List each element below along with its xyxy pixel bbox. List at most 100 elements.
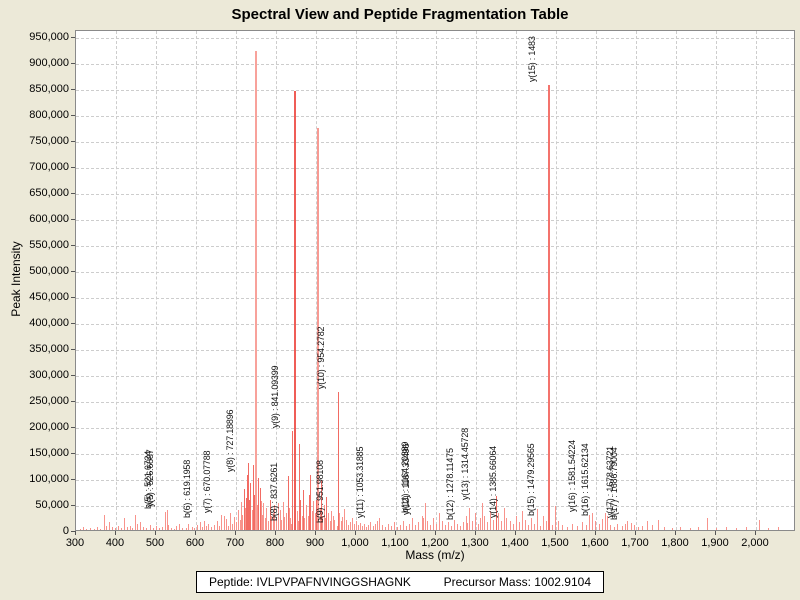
peak [257,504,258,530]
peak [680,527,681,530]
peak [599,523,600,530]
peak [388,524,389,530]
peak [595,521,596,530]
x-axis-tick-label: 800 [265,537,285,549]
peak [394,522,395,530]
spectrum-plot-area[interactable]: b(5) : 521.6724 y(5) : 526.6887 b(6) : 619… [75,30,795,531]
peak [605,513,606,530]
peak [317,127,319,530]
peak-label: y(9) : 841.09399 [270,365,280,428]
peak [331,510,332,530]
peak [493,520,494,530]
peak [315,513,316,530]
peak [412,518,413,530]
gridline-vertical [316,31,317,530]
peak [366,527,367,530]
peak [531,518,532,530]
gridline-vertical [156,31,157,530]
peak [463,522,464,530]
peak-label: b(16) : 1615.62134 [580,443,590,516]
peak [241,502,242,530]
peak [422,516,423,530]
peak [304,518,305,530]
gridline-horizontal [76,142,794,143]
peak [625,524,626,530]
peak [496,495,497,530]
peak [261,500,262,530]
peak [202,527,203,530]
peak [339,513,340,530]
peak [577,526,578,530]
y-axis-tick-label: 900,000 [29,57,69,69]
peak [451,526,452,530]
y-axis-tick [71,349,75,350]
peak [430,525,431,530]
gridline-horizontal [76,480,794,481]
x-axis-tick-label: 900 [305,537,325,549]
peak [325,518,326,530]
peak [375,523,376,530]
peak [348,525,349,530]
peak [127,527,128,530]
y-axis-tick-label: 600,000 [29,213,69,225]
peak [302,515,303,530]
x-axis-tick-label: 1,800 [661,537,689,549]
peak [690,528,691,530]
spectrum-chart: b(5) : 521.6724 y(5) : 526.6887 b(6) : 619… [29,30,795,549]
peak [457,524,458,530]
peak [334,520,335,530]
gridline-horizontal [76,272,794,273]
x-axis-tick [275,531,276,535]
peak [265,518,266,530]
peak [244,489,245,530]
y-axis-tick [71,323,75,324]
peak [360,523,361,530]
peak [602,519,603,530]
peak [516,515,517,530]
peak [309,494,310,530]
x-axis-tick [115,531,116,535]
y-axis-tick [71,245,75,246]
peak [698,527,699,530]
peak [286,513,287,530]
peak [270,499,271,530]
peak [254,494,255,530]
x-axis-tick [475,531,476,535]
peak [281,520,282,530]
peak [234,517,235,530]
peak [118,526,119,530]
x-axis-title: Mass (m/z) [405,548,465,562]
peak [242,515,243,530]
peak [194,527,195,530]
gridline-horizontal [76,428,794,429]
peak [291,524,292,530]
peak [153,527,154,530]
peak [385,527,386,530]
peak [278,503,279,530]
peak [146,528,147,530]
y-axis-tick [71,193,75,194]
peak [338,391,339,530]
y-axis-tick-label: 200,000 [29,421,69,433]
peak [240,520,241,530]
x-axis-tick-label: 700 [225,537,245,549]
peak [342,516,343,530]
peak [226,519,227,530]
peak [156,526,157,530]
peak-label: b(8) : 837.6261 [269,463,279,522]
peak [283,502,284,530]
peak [197,525,198,530]
gridline-vertical [556,31,557,530]
peak [137,524,138,530]
peak [232,523,233,530]
peak [159,528,160,530]
peak [115,528,116,530]
y-axis-tick [71,37,75,38]
peak [253,465,254,530]
gridline-vertical [276,31,277,530]
gridline-vertical [476,31,477,530]
peak [484,515,485,530]
gridline-vertical [116,31,117,530]
peak [548,84,550,530]
peak-label: b(6) : 619.1958 [182,459,192,518]
